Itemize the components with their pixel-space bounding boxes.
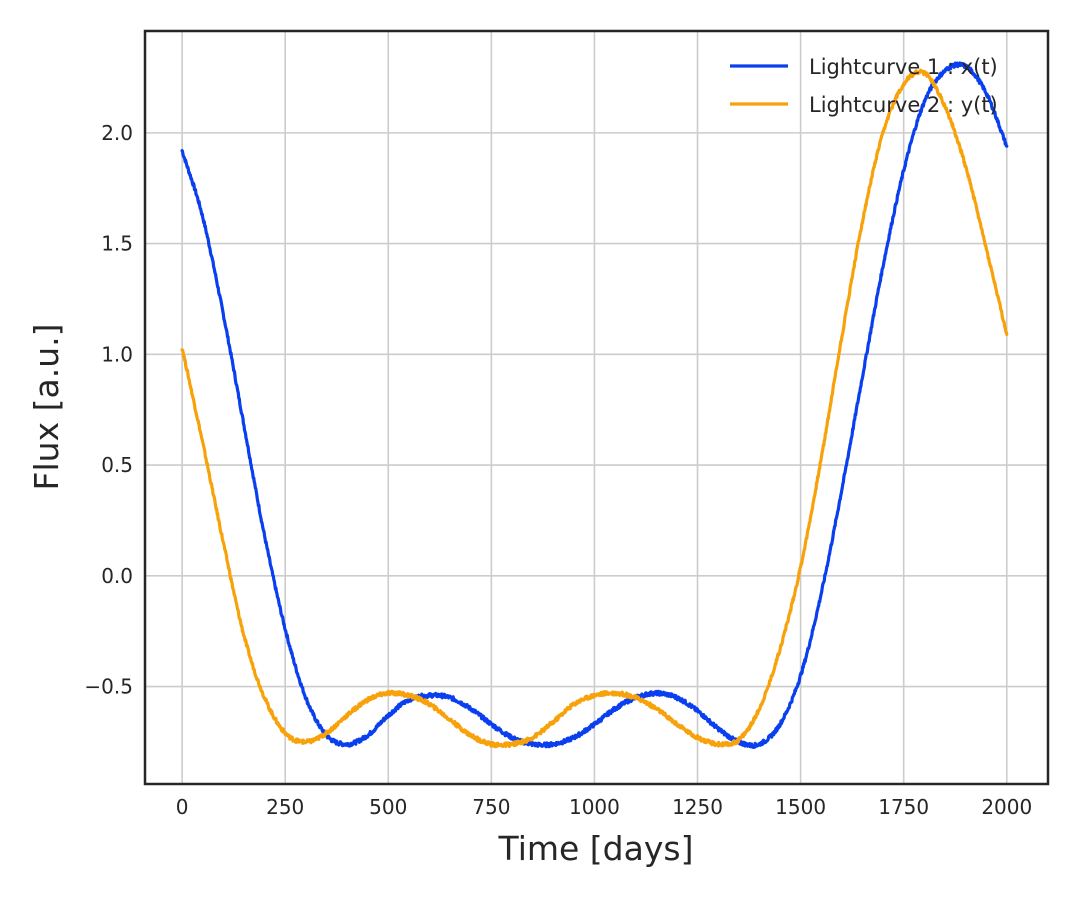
y-tick-label: 2.0 — [101, 121, 133, 145]
y-tick-label: 1.0 — [101, 342, 133, 366]
y-tick-label: 0.5 — [101, 453, 133, 477]
x-tick-label: 250 — [266, 795, 304, 819]
x-tick-label: 750 — [472, 795, 510, 819]
x-tick-label: 1250 — [672, 795, 723, 819]
x-tick-label: 1000 — [569, 795, 620, 819]
plot-frame — [143, 29, 1050, 786]
grid — [145, 31, 1048, 784]
series-lines — [180, 61, 1009, 750]
y-tick-label: −0.5 — [84, 675, 133, 699]
legend-label-1: Lightcurve 1 : x(t) — [809, 55, 998, 79]
x-tick-label: 0 — [176, 795, 189, 819]
y-tick-label: 0.0 — [101, 564, 133, 588]
y-tick-labels: −0.5 0.0 0.5 1.0 1.5 2.0 — [84, 121, 133, 699]
legend-label-2: Lightcurve 2 : y(t) — [809, 93, 998, 117]
x-tick-labels: 0 250 500 750 1000 1250 1500 1750 2000 — [176, 795, 1032, 819]
y-tick-label: 1.5 — [101, 232, 133, 256]
x-tick-label: 1750 — [878, 795, 929, 819]
x-axis-label: Time [days] — [498, 829, 694, 868]
x-tick-label: 2000 — [981, 795, 1032, 819]
plot-background — [145, 31, 1048, 784]
y-axis-label: Flux [a.u.] — [27, 324, 66, 491]
series-line-1 — [180, 61, 1009, 750]
x-tick-label: 500 — [369, 795, 407, 819]
legend: Lightcurve 1 : x(t) Lightcurve 2 : y(t) — [730, 55, 998, 117]
series-line-2 — [180, 68, 1009, 749]
x-tick-label: 1500 — [775, 795, 826, 819]
